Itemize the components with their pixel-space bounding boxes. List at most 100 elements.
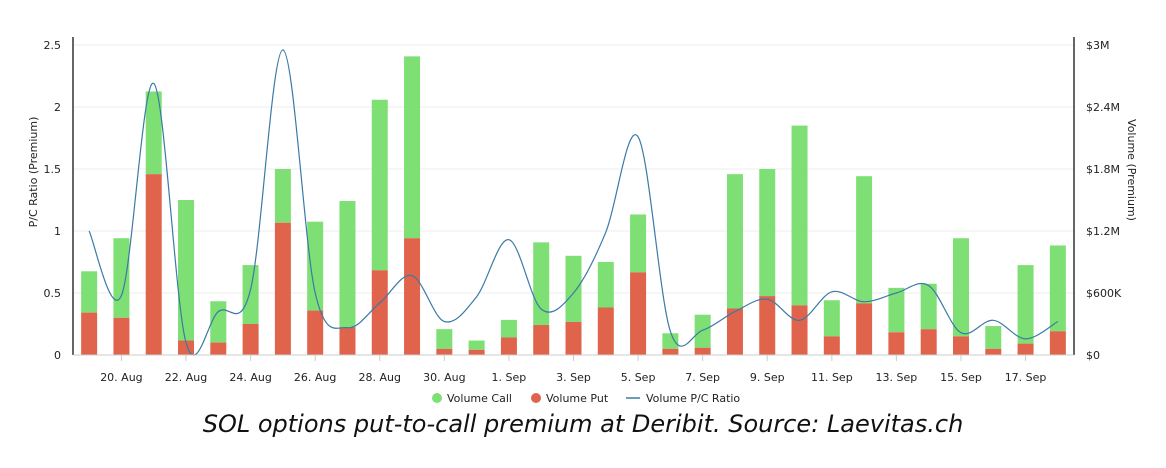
tick-labels: 0 0.5 1 1.5 2 2.5 $0 $600K $1.2M $1.8M $2.4M $3M 20.… — [44, 39, 1122, 384]
bar-call — [145, 91, 162, 175]
bar-call — [1017, 265, 1034, 344]
bar-put — [404, 238, 421, 355]
bar-call — [597, 262, 614, 308]
bar-call — [468, 340, 485, 350]
legend-item-call[interactable]: Volume Call — [432, 392, 512, 405]
bar-put — [436, 348, 453, 355]
y-tick-right: $3M — [1086, 39, 1110, 52]
bar-call — [791, 125, 808, 306]
bar-call — [533, 242, 550, 326]
bar-put — [533, 325, 550, 355]
y-tick-right: $1.8M — [1086, 163, 1120, 176]
bar-call — [113, 238, 130, 318]
x-tick-label: 5. Sep — [621, 371, 656, 384]
bar-call — [178, 200, 195, 341]
x-tick-label: 20. Aug — [100, 371, 142, 384]
x-tick-label: 3. Sep — [556, 371, 591, 384]
y-tick-left: 1 — [54, 225, 61, 238]
x-tick-label: 7. Sep — [685, 371, 720, 384]
y-tick-left: 0 — [54, 349, 61, 362]
bar-put — [242, 324, 259, 355]
bar-call — [404, 56, 421, 239]
bar-call — [565, 255, 582, 322]
bar-call — [888, 287, 905, 333]
figure-caption: SOL options put-to-call premium at Derib… — [202, 410, 964, 438]
bar-call — [436, 329, 453, 349]
bar-put — [920, 329, 937, 355]
bar-put — [210, 342, 227, 355]
bar-call — [274, 169, 291, 223]
y-tick-right: $0 — [1086, 349, 1100, 362]
bar-put — [1017, 343, 1034, 355]
bar-call — [307, 221, 324, 311]
y-tick-left: 2.5 — [44, 39, 62, 52]
ratio-line-layer — [88, 49, 1059, 356]
bar-call — [952, 238, 969, 337]
bar-put — [694, 347, 711, 355]
bar-call — [985, 326, 1002, 349]
x-tick-label: 26. Aug — [294, 371, 336, 384]
y-tick-left: 2 — [54, 101, 61, 114]
x-tick-label: 28. Aug — [359, 371, 401, 384]
bar-call — [630, 214, 647, 273]
x-tick-label: 24. Aug — [229, 371, 271, 384]
ratio-line — [88, 49, 1059, 356]
bar-put — [1049, 331, 1066, 355]
bar-put — [81, 312, 98, 355]
x-tick-label: 22. Aug — [165, 371, 207, 384]
bar-put — [856, 303, 873, 355]
x-tick-label: 30. Aug — [423, 371, 465, 384]
bar-call — [339, 201, 356, 328]
y-axis-left-title: P/C Ratio (Premium) — [27, 117, 40, 228]
y-tick-left: 1.5 — [44, 163, 62, 176]
legend-put-marker — [531, 393, 541, 403]
bar-put — [597, 307, 614, 355]
y-axis-right-title: Volume (Premium) — [1125, 119, 1138, 221]
bar-put — [630, 272, 647, 355]
bar-call — [81, 271, 98, 313]
bar-call — [823, 300, 840, 337]
legend-call-label: Volume Call — [447, 392, 512, 405]
y-tick-right: $2.4M — [1086, 101, 1120, 114]
x-tick-label: 17. Sep — [1005, 371, 1047, 384]
bar-put — [726, 308, 743, 355]
axes — [72, 37, 1075, 361]
bar-put — [952, 336, 969, 355]
legend: Volume Call Volume Put Volume P/C Ratio — [432, 392, 740, 405]
x-tick-label: 9. Sep — [750, 371, 785, 384]
bar-put — [307, 310, 324, 355]
legend-item-put[interactable]: Volume Put — [531, 392, 609, 405]
legend-put-label: Volume Put — [546, 392, 609, 405]
legend-item-ratio[interactable]: Volume P/C Ratio — [626, 392, 740, 405]
bar-call — [210, 301, 227, 343]
x-tick-label: 11. Sep — [811, 371, 853, 384]
bar-put — [274, 222, 291, 355]
bar-put — [565, 321, 582, 355]
bars — [81, 56, 1066, 355]
chart: 0 0.5 1 1.5 2 2.5 $0 $600K $1.2M $1.8M $2.4M $3M 20.… — [27, 37, 1138, 405]
bar-call — [726, 174, 743, 309]
x-tick-label: 13. Sep — [876, 371, 918, 384]
bar-put — [662, 348, 679, 355]
y-tick-left: 0.5 — [44, 287, 62, 300]
bar-put — [339, 327, 356, 355]
bar-put — [759, 296, 776, 355]
bar-put — [823, 336, 840, 355]
bar-put — [113, 317, 130, 355]
bar-call — [242, 265, 259, 324]
bar-call — [500, 319, 517, 338]
bar-call — [662, 333, 679, 349]
y-tick-right: $600K — [1086, 287, 1122, 300]
bar-call — [856, 176, 873, 304]
bar-put — [500, 337, 517, 355]
bar-call — [371, 99, 388, 271]
legend-call-marker — [432, 393, 442, 403]
bar-call — [694, 314, 711, 348]
bar-call — [759, 169, 776, 297]
bar-put — [468, 349, 485, 355]
x-tick-label: 1. Sep — [492, 371, 527, 384]
x-tick-label: 15. Sep — [940, 371, 982, 384]
bar-put — [888, 332, 905, 355]
bar-put — [145, 174, 162, 355]
legend-ratio-label: Volume P/C Ratio — [646, 392, 740, 405]
